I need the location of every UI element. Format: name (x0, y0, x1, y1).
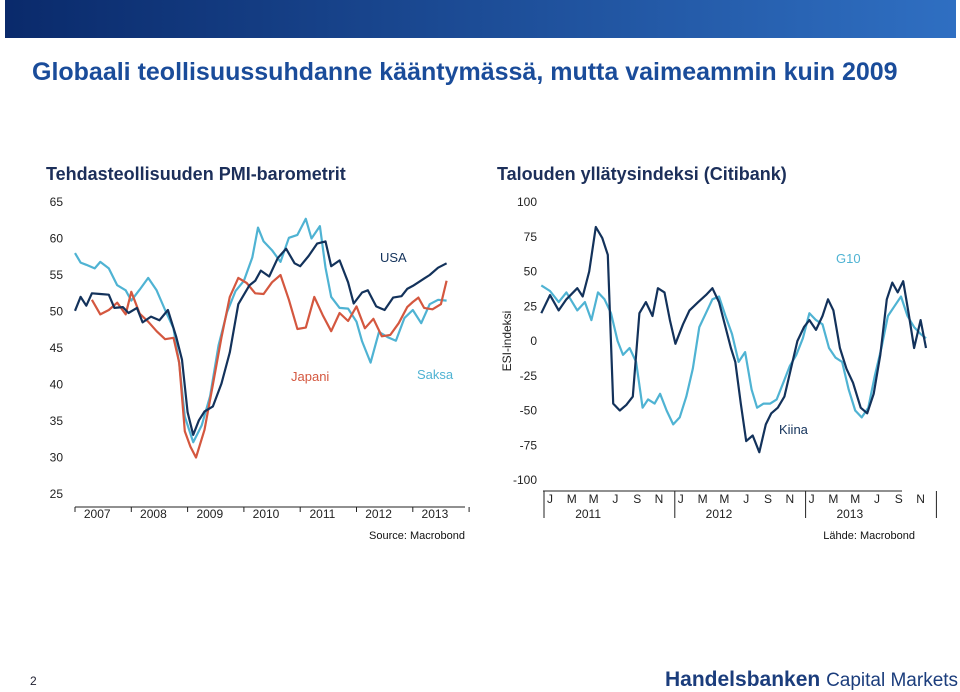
esi-y-tick-label: 100 (517, 195, 537, 209)
esi-month-tick-label: J (612, 492, 618, 506)
pmi-y-tick-label: 30 (50, 451, 64, 465)
pmi-y-tick-label: 65 (50, 195, 64, 209)
esi-month-tick-label: J (678, 492, 684, 506)
esi-month-tick-label: N (785, 492, 794, 506)
pmi-label-saksa: Saksa (417, 367, 454, 382)
esi-month-tick-label: J (874, 492, 880, 506)
esi-month-tick-label: M (828, 492, 838, 506)
pmi-y-tick-label: 60 (50, 232, 64, 246)
esi-series-kiina (540, 284, 927, 426)
esi-y-tick-label: 75 (524, 230, 538, 244)
pmi-x-tick-label: 2011 (309, 507, 335, 521)
header-bar (5, 0, 956, 38)
pmi-y-tick-label: 45 (50, 341, 64, 355)
page-title: Globaali teollisuussuhdanne kääntymässä,… (32, 58, 898, 86)
esi-year-label: 2011 (575, 507, 601, 521)
esi-month-tick-label: S (633, 492, 641, 506)
esi-month-tick-label: M (567, 492, 577, 506)
pmi-series-usa (73, 240, 448, 436)
esi-source: Lähde: Macrobond (823, 530, 915, 542)
pmi-x-tick-label: 2009 (196, 507, 223, 521)
pmi-label-usa: USA (380, 250, 407, 265)
pmi-y-tick-label: 35 (50, 414, 64, 428)
esi-month-tick-label: S (764, 492, 772, 506)
pmi-source: Source: Macrobond (369, 530, 465, 542)
esi-series-g10 (540, 225, 928, 454)
pmi-x-tick-label: 2008 (140, 507, 167, 521)
pmi-y-tick-label: 25 (50, 487, 64, 501)
esi-month-tick-label: S (895, 492, 903, 506)
esi-month-tick-label: J (547, 492, 553, 506)
handelsbanken-logo: Handelsbanken Capital Markets (665, 668, 958, 692)
pmi-y-tick-label: 55 (50, 268, 64, 282)
esi-y-tick-label: -75 (520, 438, 538, 452)
esi-month-tick-label: M (698, 492, 708, 506)
esi-month-tick-label: J (809, 492, 815, 506)
logo-main: Handelsbanken (665, 668, 821, 691)
pmi-y-tick-label: 50 (50, 305, 64, 319)
esi-y-tick-label: -100 (513, 473, 537, 487)
left-chart-title: Tehdasteollisuuden PMI-barometrit (46, 164, 346, 184)
esi-month-tick-label: M (589, 492, 599, 506)
esi-year-label: 2013 (836, 507, 863, 521)
esi-label-kiina: Kiina (779, 422, 809, 437)
esi-month-tick-label: M (850, 492, 860, 506)
pmi-y-tick-label: 40 (50, 378, 64, 392)
esi-month-tick-label: N (655, 492, 664, 506)
esi-y-axis-title: ESI-indeksi (500, 311, 514, 372)
logo-sub: Capital Markets (826, 670, 959, 691)
esi-y-tick-label: 0 (530, 334, 537, 348)
pmi-x-tick-label: 2010 (253, 507, 280, 521)
esi-label-g10: G10 (836, 251, 861, 266)
esi-month-tick-label: M (719, 492, 729, 506)
esi-y-tick-label: -50 (520, 404, 538, 418)
pmi-x-tick-label: 2012 (365, 507, 392, 521)
esi-y-tick-label: 50 (524, 265, 538, 279)
esi-year-label: 2012 (706, 507, 733, 521)
pmi-x-tick-label: 2013 (422, 507, 449, 521)
esi-y-tick-label: -25 (520, 369, 538, 383)
pmi-x-tick-label: 2007 (84, 507, 111, 521)
esi-y-tick-label: 25 (524, 299, 538, 313)
pmi-series-japani (90, 273, 448, 459)
page-number: 2 (30, 674, 37, 688)
pmi-label-japani: Japani (291, 369, 329, 384)
esi-month-tick-label: N (916, 492, 925, 506)
right-chart-title: Talouden yllätysindeksi (Citibank) (497, 164, 787, 184)
esi-month-tick-label: J (743, 492, 749, 506)
